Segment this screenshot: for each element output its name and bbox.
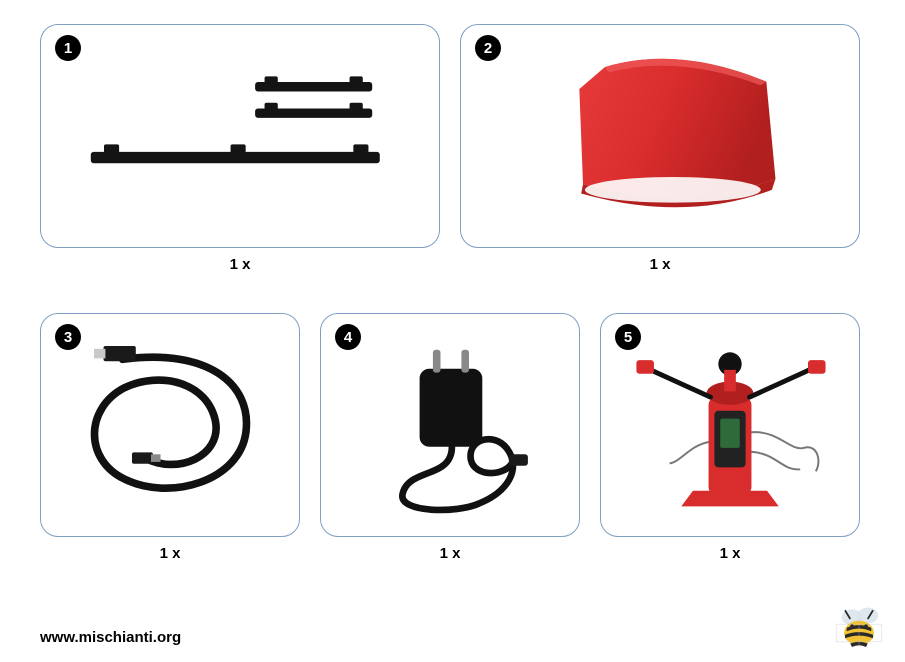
bee-logo-icon <box>831 598 887 654</box>
badge-number: 4 <box>344 329 352 346</box>
footer-url: www.mischianti.org <box>40 629 181 646</box>
component-card-4: 4 <box>320 313 580 537</box>
illustration-scanner-assembly <box>615 328 845 516</box>
component-cell-2: 2 1 x <box>460 24 860 273</box>
qty-label-5: 1 x <box>600 545 860 562</box>
badge-4: 4 <box>335 324 361 350</box>
illustration-rail-brackets <box>55 39 425 227</box>
illustration-usb-cable <box>55 328 285 516</box>
qty-label-2: 1 x <box>460 256 860 273</box>
badge-number: 5 <box>624 329 632 346</box>
badge-number: 3 <box>64 329 72 346</box>
illustration-red-cover <box>475 39 845 227</box>
qty-label-4: 1 x <box>320 545 580 562</box>
badge-1: 1 <box>55 35 81 61</box>
qty-label-3: 1 x <box>40 545 300 562</box>
qty-label-1: 1 x <box>40 256 440 273</box>
component-cell-4: 4 1 x <box>320 313 580 562</box>
badge-3: 3 <box>55 324 81 350</box>
illustration-power-adapter <box>335 328 565 516</box>
component-card-3: 3 <box>40 313 300 537</box>
badge-number: 2 <box>484 40 492 57</box>
component-cell-5: 5 <box>600 313 860 562</box>
top-row: 1 <box>40 24 865 273</box>
bottom-row: 3 1 x <box>40 313 865 562</box>
component-card-5: 5 <box>600 313 860 537</box>
badge-2: 2 <box>475 35 501 61</box>
component-cell-3: 3 1 x <box>40 313 300 562</box>
component-card-1: 1 <box>40 24 440 248</box>
component-cell-1: 1 <box>40 24 440 273</box>
component-card-2: 2 <box>460 24 860 248</box>
badge-5: 5 <box>615 324 641 350</box>
badge-number: 1 <box>64 40 72 57</box>
